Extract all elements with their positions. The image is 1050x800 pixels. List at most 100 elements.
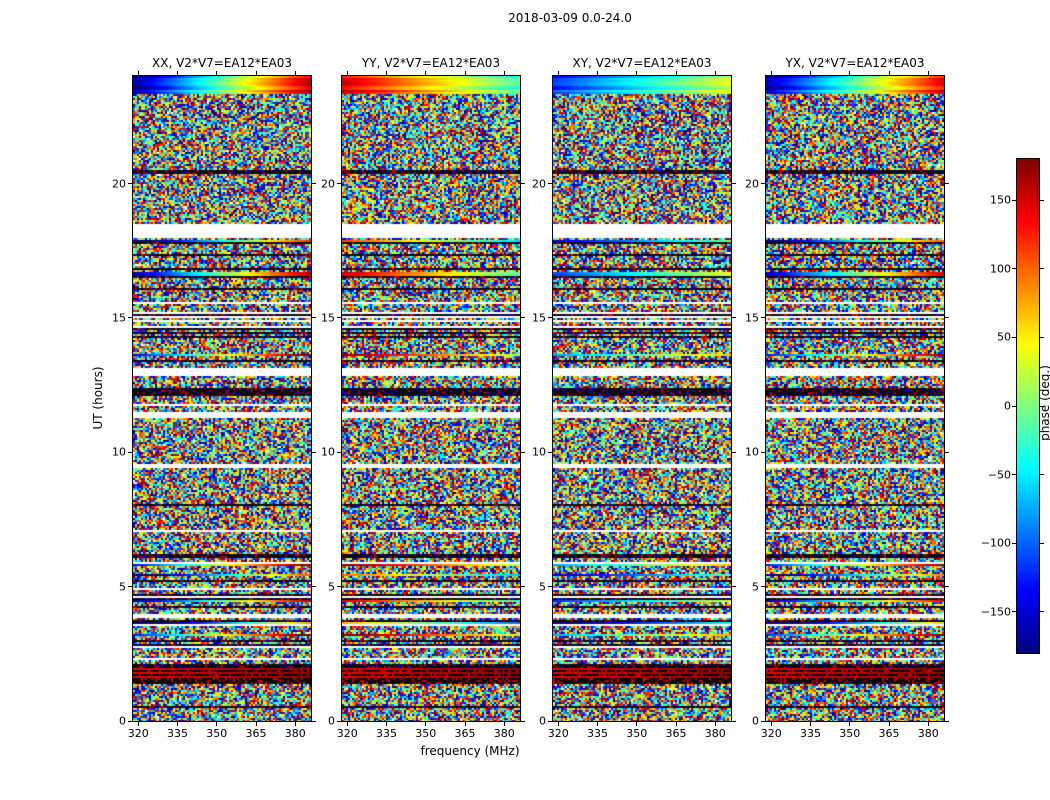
heatmap-XX [133, 76, 311, 721]
y-tick-mark [548, 183, 552, 184]
y-tick-label: 20 [745, 177, 759, 190]
y-tick-mark [761, 451, 765, 453]
x-tick-mark [425, 71, 427, 75]
y-tick-mark [128, 317, 132, 319]
x-tick-mark [177, 71, 178, 75]
y-tick-label: 20 [112, 177, 126, 190]
x-tick-label: 365 [878, 727, 900, 740]
x-tick-mark [464, 71, 466, 75]
x-tick-mark [137, 722, 139, 726]
x-tick-mark [346, 71, 348, 75]
x-tick-label: 380 [493, 727, 515, 740]
y-tick-mark [732, 183, 736, 184]
y-tick-mark [761, 317, 765, 319]
y-tick-label: 5 [119, 580, 126, 594]
y-tick-label: 10 [745, 445, 759, 459]
y-tick-mark [548, 451, 552, 453]
x-tick-mark [770, 722, 772, 726]
y-tick-mark [337, 317, 341, 319]
x-tick-mark [425, 722, 427, 726]
y-tick-mark [761, 586, 765, 588]
y-tick-label: 10 [112, 445, 126, 459]
x-tick-mark [714, 71, 716, 75]
y-tick-label: 0 [752, 714, 759, 728]
colorbar-tick-mark [1040, 611, 1044, 613]
x-tick-label: 365 [665, 727, 687, 740]
colorbar-tick-mark [1012, 542, 1016, 544]
x-tick-label: 335 [800, 727, 821, 740]
colorbar-gradient [1017, 159, 1039, 653]
y-tick-mark [312, 451, 316, 453]
panel-title-YY: YY, V2*V7=EA12*EA03 [361, 56, 501, 70]
y-tick-label: 20 [321, 177, 335, 190]
x-tick-label: 365 [245, 727, 267, 740]
x-tick-mark [597, 722, 598, 726]
x-tick-label: 320 [547, 727, 569, 740]
y-tick-label: 10 [321, 445, 335, 459]
colorbar: 150 100 50 0 −50 −100 −150 [981, 158, 1044, 654]
colorbar-tick-mark [1040, 336, 1044, 338]
x-tick-label: 350 [839, 727, 861, 740]
y-tick-label: 5 [539, 580, 546, 594]
colorbar-tick-label: 0 [1004, 399, 1011, 413]
x-tick-mark [557, 722, 559, 726]
y-tick-mark [521, 317, 525, 319]
x-tick-label: 320 [127, 727, 149, 740]
x-tick-label: 350 [415, 727, 437, 740]
x-tick-label: 320 [336, 727, 358, 740]
panel-title-XY: XY, V2*V7=EA12*EA03 [572, 56, 712, 70]
x-tick-label: 365 [454, 727, 476, 740]
x-tick-mark [810, 71, 811, 75]
colorbar-tick-mark [1012, 199, 1016, 201]
x-tick-mark [597, 71, 598, 75]
x-tick-mark [927, 722, 929, 726]
x-tick-label: 380 [284, 727, 306, 740]
colorbar-tick-mark [1040, 474, 1044, 476]
y-tick-label: 0 [119, 714, 126, 728]
x-tick-mark [636, 722, 638, 726]
x-tick-label: 335 [167, 727, 188, 740]
colorbar-tick-label: −50 [987, 468, 1011, 482]
colorbar-tick-label: 50 [997, 330, 1011, 344]
y-tick-label: 15 [745, 311, 759, 325]
y-tick-mark [732, 720, 736, 722]
y-axis-label: UT (hours) [91, 366, 105, 430]
x-tick-mark [177, 722, 178, 726]
y-tick-mark [548, 586, 552, 588]
y-tick-label: 0 [539, 714, 546, 728]
y-tick-mark [945, 317, 949, 319]
heatmap-XY [553, 76, 731, 721]
x-tick-label: 335 [587, 727, 608, 740]
colorbar-tick-label: −100 [980, 536, 1011, 550]
colorbar-tick-label: 150 [990, 193, 1011, 207]
y-tick-mark [312, 183, 316, 184]
heatmap-YY [342, 76, 520, 721]
heatmap-YX [766, 76, 944, 721]
panel-YY: YY, V2*V7=EA12*EA03 0 5 10 15 20 320 335 350 365 3… [321, 56, 525, 740]
y-tick-label: 5 [752, 580, 759, 594]
y-tick-label: 10 [532, 445, 546, 459]
x-tick-mark [849, 722, 851, 726]
colorbar-tick-mark [1040, 405, 1044, 407]
colorbar-tick-mark [1012, 474, 1016, 476]
x-tick-mark [503, 71, 505, 75]
y-tick-mark [732, 451, 736, 453]
x-tick-mark [849, 71, 851, 75]
x-tick-mark [255, 722, 257, 726]
y-tick-mark [521, 451, 525, 453]
x-tick-mark [255, 71, 257, 75]
x-tick-mark [294, 71, 296, 75]
y-tick-mark [337, 451, 341, 453]
panel-XX: XX, V2*V7=EA12*EA03 0 5 10 15 20 320 335 350 365 3… [112, 56, 316, 740]
colorbar-tick-mark [1040, 268, 1044, 270]
y-tick-mark [312, 317, 316, 319]
x-tick-label: 380 [917, 727, 939, 740]
panel-title-YX: YX, V2*V7=EA12*EA03 [785, 56, 925, 70]
x-tick-mark [216, 722, 218, 726]
x-tick-mark [346, 722, 348, 726]
y-tick-mark [128, 451, 132, 453]
colorbar-tick-mark [1012, 611, 1016, 613]
y-tick-mark [761, 183, 765, 184]
y-tick-mark [761, 720, 765, 722]
